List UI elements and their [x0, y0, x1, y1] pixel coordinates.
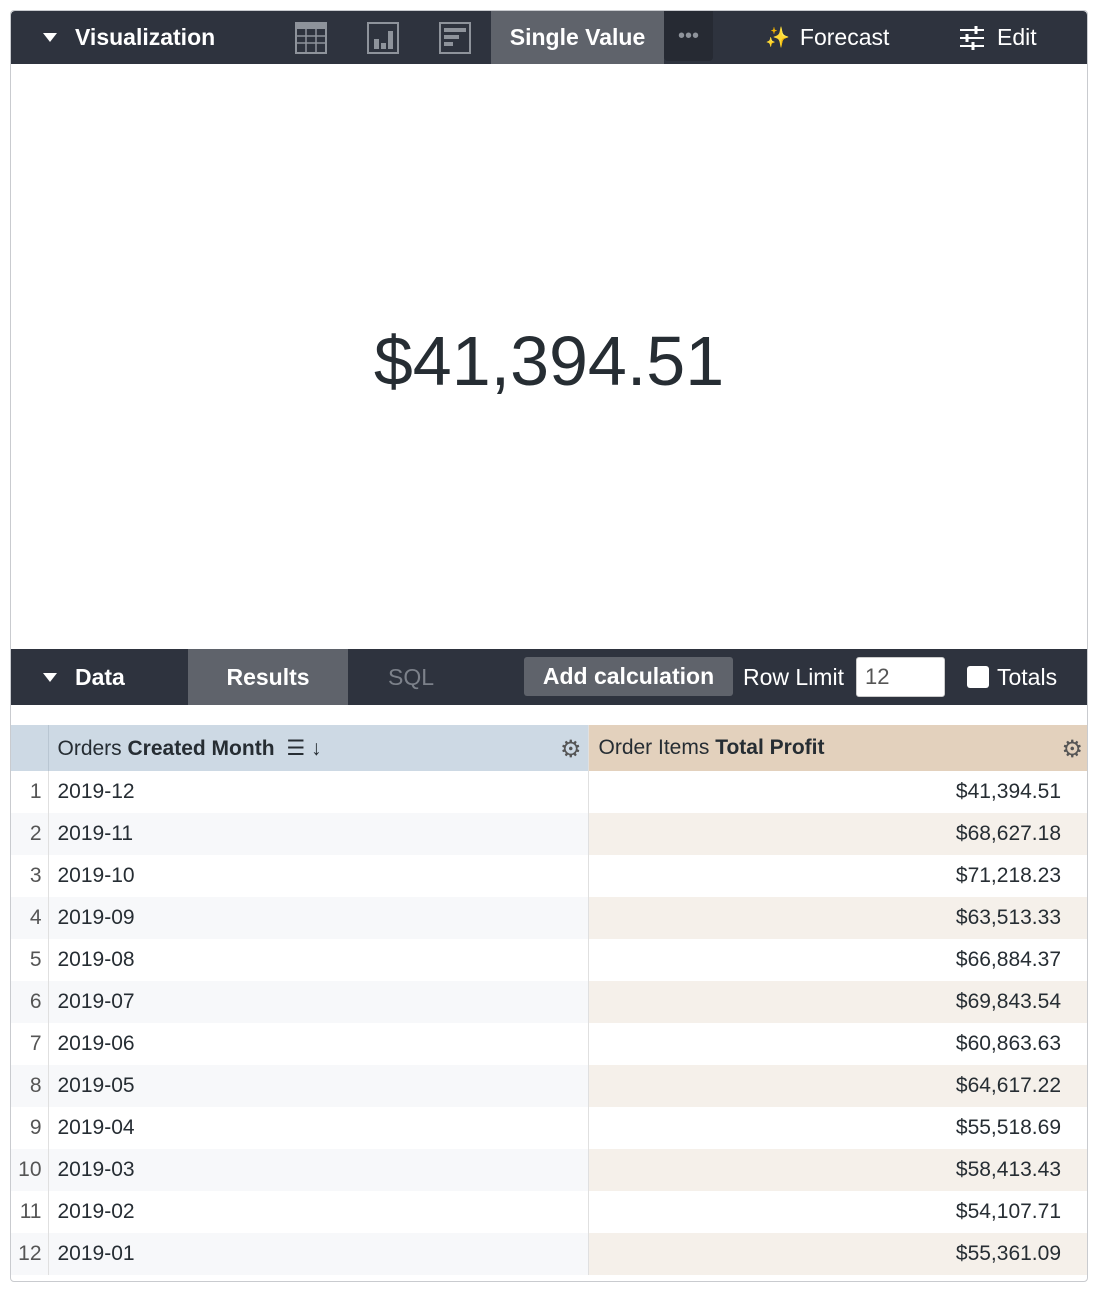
results-label: Results: [226, 663, 310, 690]
edit-label: Edit: [997, 24, 1037, 50]
row-number-header: [11, 725, 49, 771]
row-number: 7: [11, 1023, 49, 1065]
single-value-label: Single Value: [509, 24, 646, 50]
cell-profit[interactable]: $69,843.54: [588, 981, 1087, 1023]
data-toolbar: Data Results SQL Add calculation Row Lim…: [11, 649, 1087, 705]
table-row: 2 2019-11 $68,627.18: [11, 813, 1087, 855]
cell-profit[interactable]: $66,884.37: [955, 948, 1061, 971]
bar-chart-icon: [439, 22, 471, 54]
cell-month[interactable]: 2019-02: [48, 1191, 589, 1233]
results-tab[interactable]: Results: [188, 649, 348, 705]
row-limit-input[interactable]: [856, 657, 945, 697]
cell-profit[interactable]: $55,361.09: [588, 1233, 1087, 1275]
cell-profit[interactable]: $54,107.71: [955, 1200, 1061, 1223]
data-title: Data: [75, 663, 125, 690]
table-row: 8 2019-05 $64,617.22: [11, 1065, 1087, 1107]
table-row: 5 2019-08 $66,884.37: [11, 939, 1087, 981]
cell-month[interactable]: 2019-06: [48, 1023, 589, 1065]
cell-month[interactable]: 2019-07: [48, 981, 589, 1023]
column-viz-button[interactable]: [367, 22, 399, 54]
table-row: 1 2019-12 $41,394.51: [11, 771, 1087, 813]
bar-viz-button[interactable]: [439, 22, 471, 54]
header-view-name: Orders: [57, 736, 128, 760]
gear-icon[interactable]: ⚙: [559, 736, 582, 763]
row-number: 12: [11, 1233, 49, 1275]
row-number: 2: [11, 813, 49, 855]
row-number: 6: [11, 981, 49, 1023]
sliders-icon: [960, 25, 984, 50]
explore-panel: Visualization Single Value ••• ✨ Forecas…: [10, 10, 1088, 1282]
table-icon: [295, 22, 327, 54]
cell-profit[interactable]: $60,863.63: [955, 1032, 1061, 1055]
visualization-title: Visualization: [75, 24, 216, 50]
forecast-button[interactable]: ✨ Forecast: [765, 11, 889, 64]
row-number: 10: [11, 1149, 49, 1191]
table-row: 9 2019-04 $55,518.69: [11, 1107, 1087, 1149]
cell-profit[interactable]: $68,627.18: [588, 813, 1087, 855]
cell-profit[interactable]: $64,617.22: [588, 1065, 1087, 1107]
more-viz-button[interactable]: •••: [664, 11, 713, 61]
cell-month[interactable]: 2019-10: [48, 855, 589, 897]
add-calculation-button[interactable]: Add calculation: [524, 657, 733, 696]
header-field-name: Created Month: [127, 736, 275, 760]
results-table: Orders Created Month ☰ ↓ ⚙ Order Items T…: [11, 725, 1087, 1275]
table-row: 11 2019-02 $54,107.71: [11, 1191, 1087, 1233]
table-row: 7 2019-06 $60,863.63: [11, 1023, 1087, 1065]
row-number: 11: [11, 1191, 49, 1233]
cell-profit[interactable]: $41,394.51: [955, 780, 1061, 803]
row-number: 1: [11, 771, 49, 813]
table-row: 12 2019-01 $55,361.09: [11, 1233, 1087, 1275]
header-field-name: Total Profit: [715, 736, 825, 759]
totals-checkbox[interactable]: Totals: [967, 649, 1057, 705]
single-value-display: $41,394.51: [373, 322, 725, 400]
cell-month[interactable]: 2019-04: [48, 1107, 589, 1149]
row-number: 9: [11, 1107, 49, 1149]
data-toggle[interactable]: Data: [43, 649, 125, 705]
table-row: 10 2019-03 $58,413.43: [11, 1149, 1087, 1191]
cell-profit[interactable]: $63,513.33: [588, 897, 1087, 939]
table-row: 6 2019-07 $69,843.54: [11, 981, 1087, 1023]
gear-icon[interactable]: ⚙: [1061, 736, 1083, 763]
column-header-total-profit[interactable]: Order Items Total Profit ⚙: [588, 725, 1087, 771]
checkbox-icon: [967, 666, 989, 688]
pivot-icon: ☰: [286, 736, 306, 760]
cell-month[interactable]: 2019-03: [48, 1149, 589, 1191]
edit-button[interactable]: Edit: [959, 11, 1037, 64]
cell-month[interactable]: 2019-12: [48, 771, 589, 813]
cell-month[interactable]: 2019-09: [48, 897, 589, 939]
sql-tab[interactable]: SQL: [348, 649, 474, 705]
cell-profit[interactable]: $71,218.23: [955, 864, 1061, 887]
totals-label: Totals: [997, 663, 1058, 690]
sort-descending-icon[interactable]: ↓: [311, 736, 322, 760]
row-number: 3: [11, 855, 49, 897]
column-header-created-month[interactable]: Orders Created Month ☰ ↓ ⚙: [48, 725, 589, 771]
cell-month[interactable]: 2019-08: [48, 939, 589, 981]
row-number: 4: [11, 897, 49, 939]
cell-month[interactable]: 2019-11: [48, 813, 589, 855]
caret-down-icon: [43, 672, 57, 682]
cell-profit[interactable]: $55,518.69: [955, 1116, 1061, 1139]
sparkle-trend-icon: ✨: [765, 27, 790, 49]
header-view-name: Order Items: [598, 736, 716, 759]
table-viz-button[interactable]: [295, 22, 327, 54]
row-limit-label: Row Limit: [743, 663, 844, 690]
cell-month[interactable]: 2019-05: [48, 1065, 589, 1107]
visualization-toolbar: Visualization Single Value ••• ✨ Forecas…: [11, 11, 1087, 64]
table-row: 3 2019-10 $71,218.23: [11, 855, 1087, 897]
cell-month[interactable]: 2019-01: [48, 1233, 589, 1275]
column-chart-icon: [367, 22, 399, 54]
ellipsis-icon: •••: [677, 24, 699, 47]
visualization-toggle[interactable]: Visualization: [43, 11, 215, 64]
row-number: 5: [11, 939, 49, 981]
forecast-label: Forecast: [799, 24, 890, 50]
row-number: 8: [11, 1065, 49, 1107]
cell-profit[interactable]: $58,413.43: [588, 1149, 1087, 1191]
caret-down-icon: [43, 33, 57, 42]
single-value-tab[interactable]: Single Value: [491, 11, 664, 64]
add-calculation-label: Add calculation: [542, 663, 715, 689]
sql-label: SQL: [387, 663, 435, 690]
table-row: 4 2019-09 $63,513.33: [11, 897, 1087, 939]
